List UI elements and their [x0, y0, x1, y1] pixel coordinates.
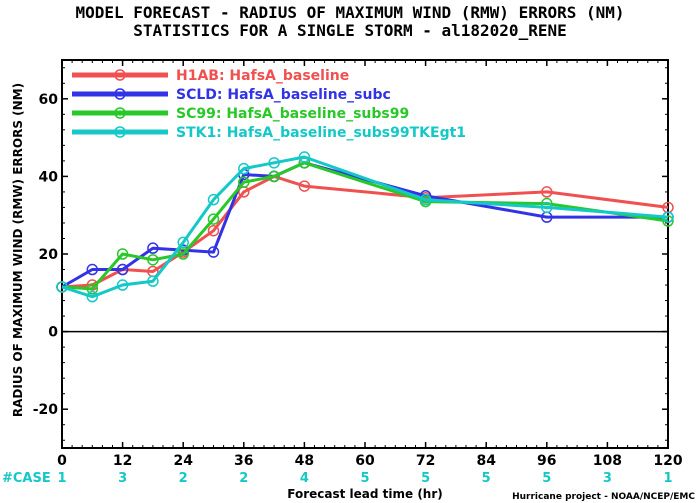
x-tick-label: 0 [57, 453, 67, 469]
x-tick-label: 120 [653, 453, 682, 469]
y-tick-label: -20 [33, 402, 59, 418]
data-point [268, 157, 280, 169]
case-count: 5 [482, 471, 491, 486]
data-point [116, 248, 129, 260]
data-point [238, 162, 250, 175]
legend-label: SC99: HafsA_baseline_subs99 [176, 106, 409, 122]
x-tick-label: 12 [113, 453, 132, 469]
data-point [86, 290, 99, 303]
data-point [86, 283, 99, 295]
case-count: 1 [663, 471, 672, 486]
case-count: 5 [421, 471, 430, 486]
case-count: 1 [57, 471, 66, 486]
data-point [116, 263, 129, 276]
x-tick-label: 36 [234, 453, 253, 469]
legend-label: SCLD: HafsA_baseline_subc [176, 87, 391, 103]
data-point [207, 246, 220, 258]
data-point [177, 236, 189, 249]
case-row-label: #CASE [2, 471, 51, 486]
x-tick-label: 96 [537, 453, 556, 469]
data-point [147, 275, 159, 287]
case-count: 3 [603, 471, 612, 486]
data-point [86, 263, 99, 276]
y-tick-label: 40 [39, 169, 59, 185]
data-point [147, 242, 159, 254]
case-count: 2 [239, 471, 248, 486]
data-point [298, 180, 311, 192]
x-tick-label: 72 [416, 453, 435, 469]
legend-marker [114, 88, 126, 100]
x-tick-label: 60 [355, 453, 375, 469]
case-count-row: #CASE 1 3 2 2 4 5 5 5 5 3 1 [2, 471, 673, 486]
series-0 [56, 170, 674, 293]
legend-marker [114, 69, 126, 81]
y-tick-label: 0 [48, 325, 58, 341]
data-point [56, 281, 68, 293]
case-count: 5 [542, 471, 551, 486]
case-count: 5 [360, 471, 369, 486]
data-point [419, 193, 432, 206]
data-point [177, 248, 189, 260]
x-tick-label: 108 [593, 453, 622, 469]
x-tick-label: 48 [295, 453, 314, 469]
series-line [61, 174, 669, 289]
data-point [147, 254, 159, 266]
x-tick-label: 84 [476, 453, 496, 469]
plot-area: 0 12 24 36 48 60 72 84 96 108 120 -20 0 20 40 60 [33, 59, 683, 469]
y-tick-label: 20 [39, 247, 59, 263]
legend-label: STK1: HafsA_baseline_subs99TKEgt1 [176, 125, 466, 141]
data-point [662, 211, 674, 223]
legend-label: H1AB: HafsA_baseline [176, 68, 349, 84]
data-point [298, 151, 311, 163]
data-point [268, 170, 280, 183]
legend-marker [114, 126, 126, 138]
legend-marker [114, 107, 126, 119]
data-point [207, 213, 220, 225]
y-axis-label: RADIUS OF MAXIMUM WIND (RMW) ERRORS (NM) [11, 83, 25, 417]
data-point [207, 193, 220, 206]
x-tick-label: 24 [173, 453, 193, 469]
data-point [541, 186, 553, 198]
case-count: 3 [118, 471, 127, 486]
data-point [207, 224, 220, 237]
series-group [56, 151, 674, 303]
data-point [238, 176, 250, 188]
data-point [116, 279, 129, 291]
credit-text: Hurricane project - NOAA/NCEP/EMC [512, 492, 695, 502]
series-3 [56, 151, 674, 303]
case-count: 4 [300, 471, 309, 486]
y-tick-label: 60 [39, 92, 59, 108]
legend: H1AB: HafsA_baseline SCLD: HafsA_baseline… [72, 68, 466, 141]
chart-title: MODEL FORECAST - RADIUS OF MAXIMUM WIND … [75, 3, 624, 22]
data-point [541, 201, 553, 214]
case-count: 2 [179, 471, 188, 486]
chart-subtitle: STATISTICS FOR A SINGLE STORM - al182020… [133, 21, 566, 40]
x-axis-label: Forecast lead time (hr) [287, 487, 443, 501]
